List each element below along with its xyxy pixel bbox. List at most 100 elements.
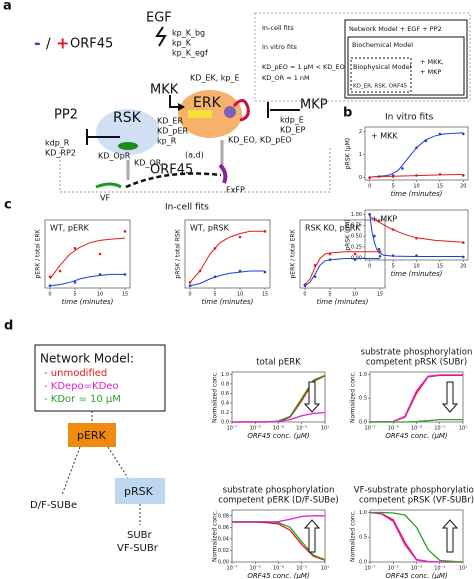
data-point xyxy=(391,228,395,231)
curve xyxy=(49,237,126,280)
x-tick-label: 10⁻³ xyxy=(273,426,284,432)
y-tick-label: 1.0 xyxy=(359,510,367,516)
y-axis-label: pRSK / total RSK xyxy=(175,228,182,278)
x-tick-label: 10 xyxy=(413,184,419,190)
node-vf: VF xyxy=(100,194,110,203)
y-tick-label: 0.06 xyxy=(218,525,229,531)
plot-frame xyxy=(44,219,131,289)
x-tick-label: 10⁻¹ xyxy=(434,426,445,432)
node-subr: SUBr xyxy=(127,530,153,541)
y-tick-label: 0.75 xyxy=(351,223,362,229)
y-tick-label: 1 xyxy=(359,152,362,158)
legend-plus: + xyxy=(56,34,69,53)
node-prsk: pRSK xyxy=(124,485,154,498)
data-point xyxy=(303,284,307,288)
arrow xyxy=(303,519,321,553)
curve xyxy=(49,273,125,287)
x-tick-label: 15 xyxy=(377,292,383,298)
x-tick-label: 10 xyxy=(352,292,358,298)
node-mkp: MKP xyxy=(300,98,328,113)
data-point xyxy=(58,269,62,273)
data-point xyxy=(238,235,242,239)
curve xyxy=(369,511,463,563)
rate: KD_pER xyxy=(157,127,189,136)
x-tick-label: 10⁻⁷ xyxy=(226,566,237,572)
x-tick-label: 10⁻¹ xyxy=(296,426,307,432)
x-tick-label: 15 xyxy=(437,184,443,190)
node-egf: EGF xyxy=(146,11,172,26)
data-point xyxy=(353,252,357,256)
x-tick-label: 0 xyxy=(303,292,306,298)
node-mkk: MKK xyxy=(150,83,179,98)
node-vfsubr: VF-SUBr xyxy=(117,543,159,554)
x-tick-label: 10⁻³ xyxy=(411,426,422,432)
x-tick-label: 10⁻⁵ xyxy=(250,426,261,432)
y-axis-label: Normalized conc. xyxy=(350,371,357,423)
x-tick-label: 10⁻³ xyxy=(411,566,422,572)
x-tick-label: 20 xyxy=(460,184,466,190)
x-tick-label: 0 xyxy=(48,292,51,298)
box-text: In vitro fits xyxy=(262,43,298,51)
rate: KD_ER xyxy=(157,117,183,126)
curve xyxy=(304,251,380,285)
x-tick-label: 10⁻¹ xyxy=(434,566,445,572)
x-axis-label: ORF45 conc. (μM) xyxy=(385,572,448,579)
curve xyxy=(369,374,463,423)
rate: kp_K_bg xyxy=(172,29,205,38)
x-tick-label: 0 xyxy=(368,184,371,190)
x-tick-label: 15 xyxy=(262,292,268,298)
y-tick-label: 0.08 xyxy=(218,513,229,519)
x-tick-label: 15 xyxy=(437,264,443,270)
data-point xyxy=(415,236,418,240)
x-axis-label: time (minutes) xyxy=(391,190,443,198)
legend-label: ORF45 xyxy=(70,37,113,52)
curve xyxy=(189,270,265,287)
plot-title: substrate phosphorylation xyxy=(361,348,473,358)
y-tick-label: 0 xyxy=(359,175,362,181)
curve xyxy=(232,411,326,423)
box-text: Network Model + EGF + PP2 xyxy=(349,25,442,33)
rate: kdp_R xyxy=(45,139,70,148)
data-point xyxy=(213,247,217,250)
data-point xyxy=(391,254,395,257)
x-tick-label: 5 xyxy=(391,184,394,190)
annotation: + MKP xyxy=(371,215,397,224)
data-point xyxy=(188,284,192,288)
y-tick-label: 0.4 xyxy=(221,400,229,406)
plot-title: WT, pRSK xyxy=(190,224,230,233)
curve xyxy=(369,216,464,243)
x-tick-label: 10⁻⁵ xyxy=(250,566,261,572)
plot-title: competent pRSK (SUBr) xyxy=(366,358,467,368)
data-point xyxy=(123,273,127,276)
x-tick-label: 10⁻³ xyxy=(273,566,284,572)
y-tick-label: 0.2 xyxy=(221,410,229,416)
rate: KD_EK, kp_E xyxy=(190,74,240,83)
plot-title: competent pERK (D/F-SUBe) xyxy=(218,496,338,506)
data-point xyxy=(368,176,371,179)
x-tick-label: 10¹ xyxy=(459,426,467,432)
panel-title: In-cell fits xyxy=(165,203,209,213)
data-point xyxy=(415,254,418,257)
data-point xyxy=(462,174,465,177)
x-tick-label: 10 xyxy=(237,292,243,298)
rate: KD_EO, KD_pEO xyxy=(228,136,292,145)
data-point xyxy=(198,269,202,273)
network-item: - KDepo=KDeo xyxy=(44,381,119,392)
plot-title: WT, pERK xyxy=(50,224,90,233)
data-point xyxy=(373,234,376,238)
data-point xyxy=(378,254,382,258)
data-point xyxy=(368,213,371,216)
box-text: KD_OR = 1 nM xyxy=(262,74,310,82)
rate: KD_RP2 xyxy=(45,149,76,158)
y-tick-label: 1.0 xyxy=(359,372,367,378)
x-tick-label: 20 xyxy=(460,264,466,270)
x-tick-label: 10⁻⁷ xyxy=(364,566,375,572)
x-axis-label: ORF45 conc. (μM) xyxy=(385,432,448,440)
plot-frame xyxy=(299,219,386,289)
x-tick-label: 10⁻⁷ xyxy=(226,426,237,432)
network-item: - KDor = 10 μM xyxy=(44,394,121,405)
y-tick-label: 0.0 xyxy=(359,420,367,426)
y-tick-label: 0.8 xyxy=(221,381,229,387)
x-tick-label: 10⁻⁵ xyxy=(388,566,399,572)
node-rsk: RSK xyxy=(113,110,142,126)
